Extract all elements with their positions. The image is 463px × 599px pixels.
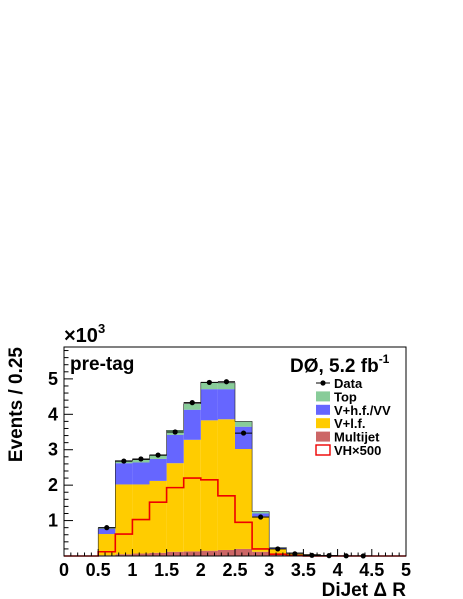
bar-series-2-bin-10: [235, 426, 253, 450]
x-tick-label-8: 4: [333, 560, 343, 580]
bar-series-2-bin-7: [183, 409, 201, 440]
bar-series-2-bin-5: [149, 458, 167, 481]
bar-series-0-bin-7: [183, 551, 201, 556]
legend-entry-3: V+l.f.: [316, 416, 365, 431]
legend-entry-2: V+h.f./VV: [316, 403, 391, 418]
x-tick-label-2: 1: [127, 560, 137, 580]
legend-label-1: Top: [334, 389, 357, 404]
bar-series-1-bin-8: [200, 420, 218, 551]
legend-entry-4: Multijet: [316, 430, 380, 445]
data-point-6: [200, 379, 218, 386]
legend-entry-0: Data: [316, 376, 363, 391]
bar-series-0-bin-5: [149, 552, 167, 556]
bar-series-1-bin-5: [149, 480, 167, 553]
data-point-10: [269, 546, 287, 552]
bar-series-1-bin-6: [166, 463, 184, 552]
legend-label-3: V+l.f.: [334, 416, 365, 431]
legend-entry-5: VH×500: [315, 443, 381, 458]
bar-series-1-bin-11: [252, 516, 270, 552]
x-tick-label-7: 3.5: [291, 560, 316, 580]
bar-series-2-bin-4: [132, 462, 150, 485]
bar-series-2-bin-6: [166, 434, 184, 464]
bar-series-0-bin-3: [115, 554, 133, 556]
legend-label-0: Data: [334, 376, 363, 391]
bar-series-0-bin-4: [132, 553, 150, 556]
bar-series-2-bin-8: [200, 389, 218, 421]
data-point-0: [98, 525, 116, 531]
data-point-7: [217, 379, 235, 385]
bar-series-0-bin-9: [217, 549, 235, 556]
data-point-3: [149, 452, 167, 458]
bar-series-1-bin-7: [183, 439, 201, 552]
x-tick-label-4: 2: [196, 560, 206, 580]
y-tick-label-2: 3: [48, 440, 58, 460]
bar-series-1-bin-2: [98, 534, 116, 556]
bar-series-0-bin-6: [166, 551, 184, 556]
bar-series-1-bin-12: [269, 548, 287, 555]
bar-series-3-bin-11: [252, 511, 270, 514]
bar-series-2-bin-9: [217, 389, 235, 420]
bar-series-3-bin-8: [200, 382, 218, 390]
y-tick-label-1: 2: [48, 475, 58, 495]
data-point-5: [183, 400, 201, 406]
bar-series-0-bin-8: [200, 550, 218, 556]
legend-label-5: VH×500: [334, 443, 381, 458]
data-point-1: [115, 458, 133, 464]
x-tick-label-3: 1.5: [154, 560, 179, 580]
data-point-2: [132, 456, 150, 462]
bar-series-3-bin-9: [217, 382, 235, 390]
y-tick-label-0: 1: [48, 511, 58, 531]
x-tick-label-10: 5: [401, 560, 411, 580]
bar-series-0-bin-10: [235, 548, 253, 556]
experiment-label: DØ, 5.2 fb-1: [290, 352, 390, 377]
bar-series-1-bin-3: [115, 484, 133, 555]
bar-series-3-bin-10: [235, 421, 253, 427]
y-axis-title: Events / 0.25: [6, 347, 27, 463]
legend-entry-1: Top: [316, 389, 357, 404]
data-point-9: [252, 514, 270, 520]
bar-series-2-bin-3: [115, 463, 133, 485]
bar-series-3-bin-7: [183, 403, 201, 410]
y-tick-label-3: 4: [48, 404, 58, 424]
bar-series-2-bin-2: [98, 528, 116, 535]
bar-series-1-bin-10: [235, 449, 253, 549]
x-tick-label-5: 2.5: [222, 560, 247, 580]
y-multiplier: ×103: [64, 321, 105, 347]
axes: 0 0.5 1 1.5 2 2.5 3 3.5 4 4.5 5 1 2 3 4 5: [48, 350, 411, 580]
data-point-4: [166, 429, 184, 435]
data-point-8: [235, 430, 253, 436]
x-tick-label-0: 0: [59, 560, 69, 580]
x-tick-label-6: 3: [264, 560, 274, 580]
legend-label-2: V+h.f./VV: [334, 403, 391, 418]
bar-series-0-bin-12: [269, 554, 287, 556]
legend-label-4: Multijet: [334, 430, 380, 445]
x-tick-label-1: 0.5: [86, 560, 111, 580]
x-axis-title: DiJet Δ R: [322, 580, 407, 599]
bar-series-1-bin-9: [217, 419, 235, 550]
bar-series-0-bin-11: [252, 551, 270, 556]
x-tick-label-9: 4.5: [359, 560, 384, 580]
pre-tag-label: pre-tag: [70, 354, 134, 375]
y-tick-label-4: 5: [48, 369, 58, 389]
